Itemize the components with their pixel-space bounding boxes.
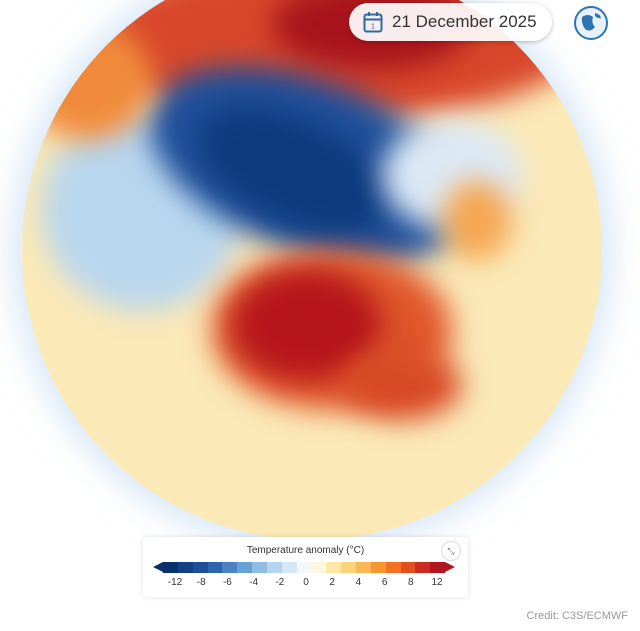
legend-bin (237, 562, 253, 573)
legend-bin (163, 562, 178, 573)
legend-bin (400, 562, 416, 573)
legend-bin (311, 562, 327, 573)
legend-tick: 12 (431, 577, 443, 588)
date-label: 21 December 2025 (392, 12, 537, 31)
legend-bin (326, 562, 342, 573)
collapse-icon[interactable]: ⤡ (441, 541, 461, 561)
legend-ticks: -12 -8 -6 -4 -2 0 2 4 6 8 12 (143, 577, 468, 591)
legend: Temperature anomaly (°C) -12 -8 -6 -4 -2 0 2 4 6… (143, 537, 468, 597)
warm-anomaly-northeast (442, 180, 512, 260)
globe-view-button[interactable] (572, 4, 610, 42)
legend-bin (281, 562, 297, 573)
credit: Credit: C3S/ECMWF (526, 610, 628, 622)
globe-map[interactable] (22, 0, 602, 540)
legend-bin (207, 562, 223, 573)
legend-tick: -12 (167, 577, 183, 588)
legend-bin (385, 562, 401, 573)
legend-bin (222, 562, 238, 573)
calendar-icon: 1 (363, 12, 383, 33)
legend-arrow-low (153, 562, 163, 572)
legend-tick: -6 (222, 577, 232, 588)
legend-bin (415, 562, 431, 573)
legend-arrow-high (445, 562, 455, 572)
legend-bin (177, 562, 193, 573)
legend-bin (192, 562, 208, 573)
svg-text:1: 1 (371, 24, 375, 31)
legend-bin (341, 562, 356, 573)
legend-bin (370, 562, 386, 573)
legend-bin (252, 562, 267, 573)
legend-tick: 6 (381, 577, 388, 588)
legend-title: Temperature anomaly (°C) (246, 545, 365, 556)
globe-icon (574, 6, 608, 40)
legend-tick: -8 (196, 577, 206, 588)
legend-bin (430, 562, 446, 573)
legend-tick: 2 (329, 577, 335, 588)
legend-tick: -4 (249, 577, 259, 588)
legend-tick: -2 (275, 577, 285, 588)
date-picker[interactable]: 1 21 December 2025 (349, 3, 552, 41)
legend-bin (296, 562, 312, 573)
legend-bin (266, 562, 282, 573)
warm-anomaly-alaska-west (22, 20, 152, 140)
legend-tick: 8 (408, 577, 414, 588)
legend-colorbar (163, 562, 446, 573)
legend-bin (355, 562, 371, 573)
legend-tick: 0 (303, 577, 309, 588)
warm-anomaly-texas (342, 350, 462, 420)
legend-tick: 4 (355, 577, 362, 588)
